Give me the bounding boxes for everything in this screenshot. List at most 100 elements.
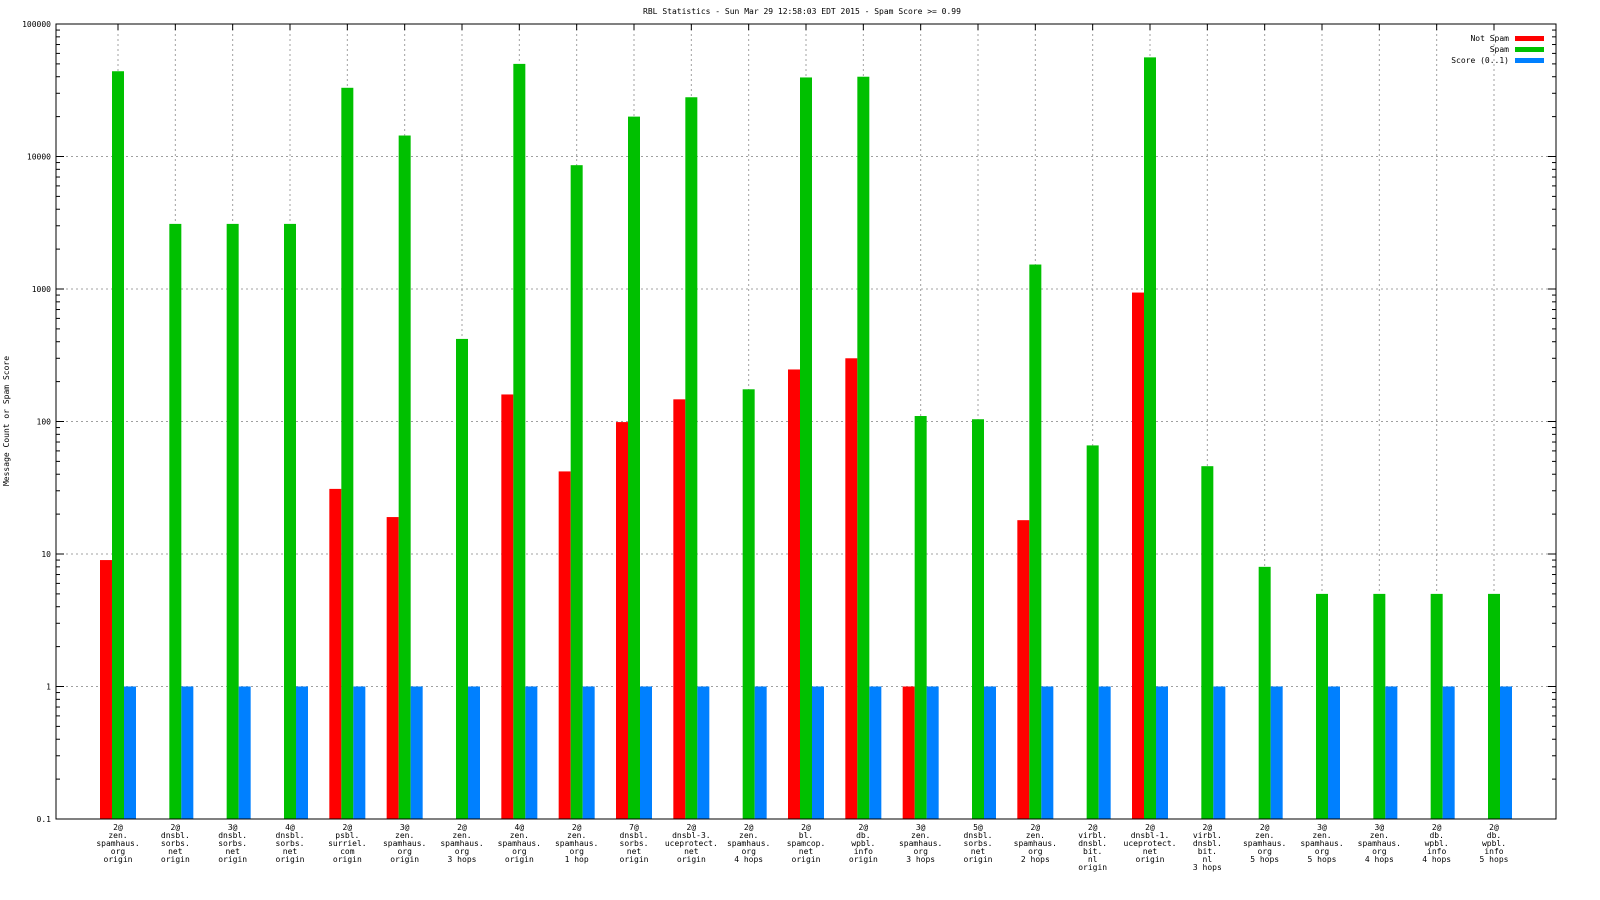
x-tick-label: dnsbl-1. [1131, 831, 1170, 840]
x-tick-label: spamhaus. [498, 839, 541, 848]
x-tick-label: org [455, 847, 470, 856]
x-tick-label: 2@ [457, 823, 467, 832]
x-tick-label: bit. [1083, 847, 1102, 856]
bar-spam [1373, 593, 1386, 819]
bar-spam [1258, 566, 1271, 819]
bar-score [984, 686, 996, 819]
x-tick-label: net [168, 847, 183, 856]
y-tick-label: 1 [46, 683, 51, 692]
x-tick-label: 5 hops [1250, 855, 1279, 864]
x-tick-label: 5 hops [1308, 855, 1337, 864]
bar-spam [972, 419, 984, 819]
x-tick-label: origin [849, 855, 878, 864]
x-tick-label: 3 hops [906, 855, 935, 864]
bar-score [1328, 686, 1340, 819]
bar-spam [1488, 593, 1500, 819]
bar-not-spam [673, 399, 686, 819]
bar-score [812, 686, 824, 819]
x-tick-label: nl [1203, 855, 1213, 864]
x-tick-label: net [283, 847, 298, 856]
bar-spam [284, 223, 296, 819]
x-tick-label: virbl. [1193, 831, 1222, 840]
x-tick-label: sorbs. [964, 839, 993, 848]
x-tick-label: net [225, 847, 240, 856]
bar-not-spam [100, 560, 112, 819]
bar-score [1041, 686, 1054, 819]
bar-spam [800, 77, 812, 820]
x-tick-label: wpbl. [851, 839, 875, 848]
x-tick-label: uceprotect. [1124, 839, 1177, 848]
x-tick-label: 3@ [1375, 823, 1385, 832]
bar-score [1270, 686, 1283, 819]
bar-score [697, 686, 710, 819]
x-tick-label: 2@ [687, 823, 697, 832]
bar-spam [1144, 57, 1156, 819]
bar-score [525, 686, 538, 819]
x-tick-label: 2@ [1432, 823, 1442, 832]
bar-not-spam [902, 686, 915, 819]
axes: 1000001000010001001010.12@zen.spamhaus.o… [22, 20, 1557, 872]
x-tick-label: org [1372, 847, 1387, 856]
bar-not-spam [501, 394, 514, 819]
bar-spam [742, 389, 755, 819]
x-tick-label: spamcop. [787, 839, 826, 848]
bar-spam [398, 135, 411, 819]
bar-spam [1316, 593, 1328, 819]
x-tick-label: origin [505, 855, 534, 864]
x-tick-label: spamhaus. [555, 839, 598, 848]
x-tick-label: 4@ [285, 823, 295, 832]
bar-score [640, 686, 652, 819]
bar-spam [1430, 593, 1443, 819]
x-tick-label: origin [964, 855, 993, 864]
x-tick-label: sorbs. [161, 839, 190, 848]
x-tick-label: org [1257, 847, 1272, 856]
x-tick-label: net [1143, 847, 1158, 856]
bar-score [1098, 686, 1111, 819]
legend-label: Score (0..1) [1451, 56, 1509, 65]
x-tick-label: org [913, 847, 928, 856]
x-tick-label: 4 hops [734, 855, 763, 864]
legend-label: Spam [1490, 45, 1509, 54]
x-tick-label: org [397, 847, 412, 856]
x-tick-label: 2@ [1203, 823, 1213, 832]
x-tick-label: dnsbl. [276, 831, 305, 840]
x-tick-label: virbl. [1078, 831, 1107, 840]
bar-spam [628, 116, 640, 819]
x-tick-label: 3@ [1317, 823, 1327, 832]
x-tick-label: origin [104, 855, 133, 864]
bar-score [926, 686, 939, 819]
x-tick-label: 7@ [629, 823, 639, 832]
x-tick-label: 4@ [515, 823, 525, 832]
x-tick-label: origin [1078, 863, 1107, 872]
bar-score [1385, 686, 1398, 819]
x-tick-label: dnsbl. [161, 831, 190, 840]
legend: Not Spam Spam Score (0..1) [1451, 34, 1544, 65]
x-tick-label: bl. [799, 831, 813, 840]
bar-score [468, 686, 480, 819]
bar-score [582, 686, 595, 819]
bar-score [181, 686, 194, 819]
x-tick-label: zen. [395, 831, 414, 840]
bar-score [1156, 686, 1168, 819]
x-tick-label: info [1427, 847, 1446, 856]
bar-score [1500, 686, 1512, 819]
x-tick-label: zen. [108, 831, 127, 840]
x-tick-label: 2@ [1145, 823, 1155, 832]
x-tick-label: net [627, 847, 642, 856]
y-axis-label: Message Count or Spam Score [2, 356, 11, 486]
bar-not-spam [1017, 520, 1030, 819]
x-tick-label: sorbs. [276, 839, 305, 848]
x-tick-label: 2@ [572, 823, 582, 832]
y-tick-label: 0.1 [37, 815, 52, 824]
bar-not-spam [386, 517, 399, 819]
x-tick-label: info [854, 847, 873, 856]
x-tick-label: 2@ [801, 823, 811, 832]
x-tick-label: 2@ [1489, 823, 1499, 832]
x-tick-label: 2 hops [1021, 855, 1050, 864]
x-tick-label: zen. [510, 831, 529, 840]
x-tick-label: dnsbl-3. [672, 831, 711, 840]
bar-score [1442, 686, 1455, 819]
x-tick-label: spamhaus. [383, 839, 426, 848]
y-tick-label: 100000 [22, 20, 51, 29]
